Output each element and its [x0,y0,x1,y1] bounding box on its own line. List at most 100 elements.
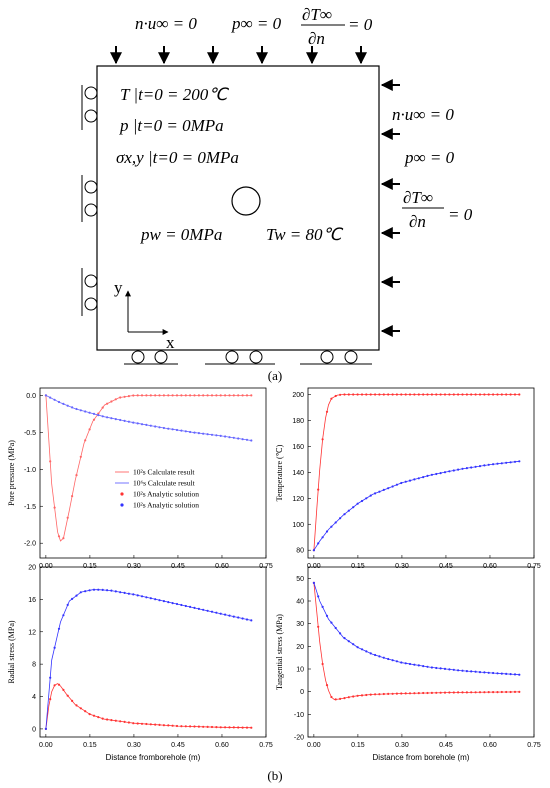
data-point [465,467,468,470]
data-point [387,692,390,696]
data-point [435,691,438,694]
data-point [470,670,473,673]
data-point [184,394,187,397]
data-point [339,697,342,701]
data-point [321,438,324,441]
data-point [422,665,425,668]
legend-entry: 10⁶s Calculate result [133,479,196,488]
data-point [132,421,135,424]
data-point [57,683,61,686]
data-point [505,461,508,464]
x-tick-label: 0.60 [215,742,229,749]
data-point [470,691,473,694]
data-point [49,460,52,463]
data-point [330,397,333,400]
x-tick-label: 0.75 [259,563,273,570]
data-point [422,393,425,396]
data-point [443,691,447,694]
data-point [202,432,205,435]
data-point [356,694,359,697]
data-point [224,726,227,729]
x-tick-label: 0.00 [307,742,321,749]
data-point [374,693,377,696]
data-point [167,427,170,430]
data-point [339,393,342,396]
data-point [356,646,359,649]
data-point [53,506,56,509]
chart-temperature: 0.00 0.15 0.30 0.45 0.60 0.75 80 100 120 140 160 18… [275,387,541,570]
charts-panel: 0.00 0.15 0.30 0.45 0.60 0.75 0.0 -0.5 -1.0 -1.5 -… [7,387,541,762]
data-point [417,692,420,695]
data-point [430,666,433,669]
data-point [443,471,447,474]
data-point [79,455,82,458]
data-point [241,726,244,729]
coordinate-axes [125,290,169,335]
data-point [487,671,490,674]
x-tick-label: 0.15 [83,742,97,749]
data-point [66,694,69,697]
legend-entry: 10²s Calculate result [133,468,195,477]
data-point [145,722,148,726]
data-point [360,499,364,503]
data-point [352,695,355,698]
data-point [132,722,135,725]
data-point [426,474,429,477]
data-point [97,414,100,417]
top-normal-velocity-bc: n·u∞ = 0 [135,14,197,33]
x-tick-label: 0.60 [215,563,229,570]
data-point [92,418,96,421]
data-point [101,406,104,409]
right-inflow-arrows [380,79,400,337]
data-point [417,393,420,396]
data-point [321,536,324,539]
data-point [461,467,464,470]
bottom-roller-supports [124,350,372,365]
data-point [465,393,468,396]
data-point [106,416,109,419]
y-tick-label: -20 [294,735,304,742]
data-point [88,589,91,592]
data-point [215,434,218,437]
data-point [505,672,508,676]
top-temperature-gradient-denominator: ∂n [308,29,325,48]
caption-b: (b) [267,768,282,783]
top-boundary-conditions: n·u∞ = 0 p∞ = 0 ∂T∞ ∂n = 0 [135,5,373,48]
data-point [162,394,165,397]
data-point [483,671,486,674]
data-point [518,673,521,676]
data-point [474,691,477,694]
data-point [391,485,394,488]
data-point [49,396,52,399]
data-point [325,410,329,413]
data-point [500,690,503,694]
data-point [465,670,468,673]
data-point [452,393,455,396]
top-temperature-gradient-numerator: ∂T∞ [302,5,332,24]
data-point [224,613,227,616]
data-point [378,490,381,493]
initial-pressure: p |t=0 = 0MPa [119,116,224,135]
data-point [44,394,48,397]
schematic-panel: n·u∞ = 0 p∞ = 0 ∂T∞ ∂n = 0 n·u∞ = 0 p [81,5,473,383]
data-point [408,393,412,396]
data-point [180,603,183,607]
data-point [66,404,69,407]
data-point [219,394,222,397]
data-point [483,393,486,396]
data-point [237,726,240,729]
x-tick-label: 0.45 [171,742,185,749]
data-point [62,402,65,405]
data-point [228,726,231,729]
data-point [154,394,157,397]
data-point [171,428,174,431]
data-point [75,474,78,477]
data-point [356,393,359,396]
legend-swatch [120,492,124,496]
data-point [75,594,78,597]
data-point [245,438,249,441]
data-point [443,393,447,396]
roller [249,350,263,364]
data-point [352,506,355,509]
data-point [492,393,495,396]
